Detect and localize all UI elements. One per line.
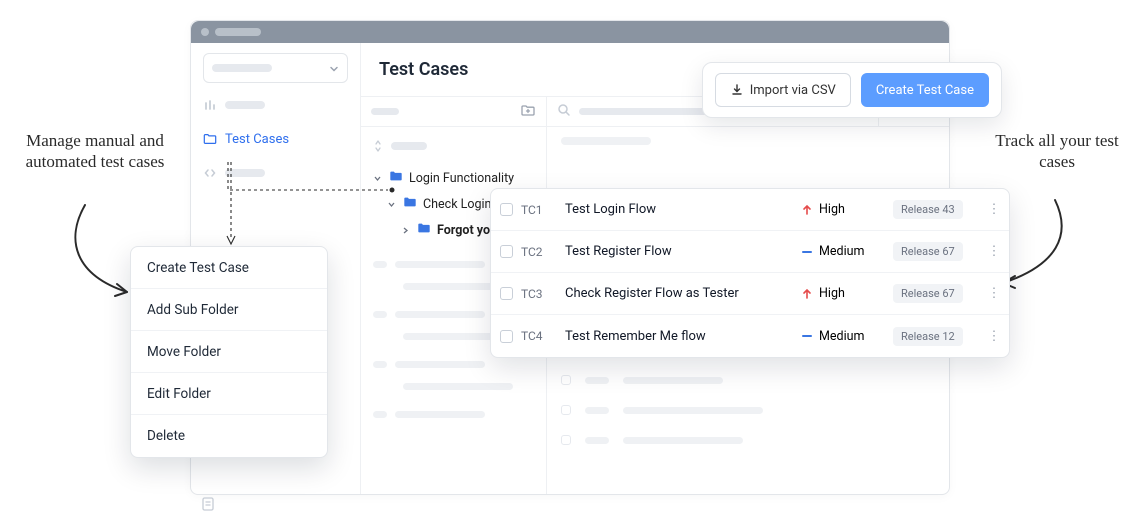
context-menu-item-edit[interactable]: Edit Folder <box>131 373 327 415</box>
window-control-icon <box>201 28 209 36</box>
placeholder <box>391 142 427 150</box>
priority-high-icon <box>801 288 813 300</box>
import-csv-button[interactable]: Import via CSV <box>715 73 851 107</box>
test-case-release: Release 67 <box>893 244 979 259</box>
row-checkbox[interactable] <box>491 287 521 300</box>
folder-icon <box>203 132 217 146</box>
chevron-down-icon <box>373 173 383 183</box>
placeholder <box>561 137 651 145</box>
test-case-id: TC4 <box>521 329 565 343</box>
test-case-id: TC1 <box>521 203 565 217</box>
table-row[interactable]: TC4 Test Remember Me flow Medium Release… <box>491 315 1009 357</box>
row-checkbox[interactable] <box>491 245 521 258</box>
sidebar-item-test-cases[interactable]: Test Cases <box>203 127 348 151</box>
tree-folder-label: Check Login <box>423 197 491 212</box>
placeholder <box>225 169 265 177</box>
folder-icon <box>403 195 417 213</box>
row-checkbox[interactable] <box>491 203 521 216</box>
placeholder <box>579 108 709 115</box>
header-actions-card: Import via CSV Create Test Case <box>702 62 1002 118</box>
table-row[interactable]: TC3 Check Register Flow as Tester High R… <box>491 273 1009 315</box>
code-icon <box>203 166 217 180</box>
search-icon[interactable] <box>557 102 571 121</box>
button-label: Create Test Case <box>876 83 974 98</box>
context-menu-label: Create Test Case <box>147 260 249 276</box>
placeholder <box>225 101 265 109</box>
test-case-priority: High <box>801 286 893 301</box>
row-more-icon[interactable]: ⋮ <box>979 202 1009 217</box>
bars-icon <box>203 98 217 112</box>
folder-icon <box>389 169 403 187</box>
table-row[interactable]: TC1 Test Login Flow High Release 43 ⋮ <box>491 189 1009 231</box>
url-placeholder <box>215 28 261 36</box>
test-case-priority: Medium <box>801 329 893 344</box>
annotation-right: Track all your test cases <box>982 130 1132 173</box>
test-case-id: TC2 <box>521 245 565 259</box>
context-menu-item-delete[interactable]: Delete <box>131 415 327 457</box>
row-more-icon[interactable]: ⋮ <box>979 329 1009 344</box>
workspace-selector[interactable] <box>203 53 348 83</box>
priority-label: High <box>819 286 845 301</box>
tree-sort[interactable] <box>373 135 540 157</box>
sidebar-item-placeholder[interactable] <box>203 93 348 117</box>
test-case-table: TC1 Test Login Flow High Release 43 ⋮ TC… <box>490 188 1010 358</box>
context-menu-label: Delete <box>147 428 185 444</box>
context-menu-label: Edit Folder <box>147 386 211 402</box>
table-row[interactable]: TC2 Test Register Flow Medium Release 67… <box>491 231 1009 273</box>
priority-medium-icon <box>801 330 813 342</box>
tree-folder-label: Login Functionality <box>409 171 514 186</box>
chevron-right-icon <box>401 225 411 235</box>
doc-icon <box>200 496 216 512</box>
placeholder <box>212 64 272 72</box>
test-case-priority: Medium <box>801 244 893 259</box>
create-test-case-button[interactable]: Create Test Case <box>861 73 989 107</box>
priority-label: High <box>819 202 845 217</box>
test-case-release: Release 67 <box>893 286 979 301</box>
context-menu: Create Test Case Add Sub Folder Move Fol… <box>130 246 328 458</box>
page-title: Test Cases <box>379 59 468 80</box>
chevron-down-icon <box>387 199 397 209</box>
placeholder <box>371 108 399 115</box>
priority-label: Medium <box>819 329 864 344</box>
test-case-title: Test Remember Me flow <box>565 329 801 344</box>
context-menu-label: Move Folder <box>147 344 221 360</box>
button-label: Import via CSV <box>750 83 836 98</box>
context-menu-item-create[interactable]: Create Test Case <box>131 247 327 289</box>
row-more-icon[interactable]: ⋮ <box>979 286 1009 301</box>
sidebar-item-label: Test Cases <box>225 132 289 147</box>
browser-chrome <box>191 21 949 43</box>
row-more-icon[interactable]: ⋮ <box>979 244 1009 259</box>
context-menu-item-move[interactable]: Move Folder <box>131 331 327 373</box>
priority-high-icon <box>801 204 813 216</box>
sidebar-item-placeholder[interactable] <box>203 161 348 185</box>
chevron-down-icon <box>329 59 339 78</box>
test-case-title: Test Login Flow <box>565 202 801 217</box>
test-case-id: TC3 <box>521 287 565 301</box>
test-case-title: Test Register Flow <box>565 244 801 259</box>
download-icon <box>730 83 744 97</box>
folder-icon <box>417 221 431 239</box>
priority-medium-icon <box>801 246 813 258</box>
test-case-title: Check Register Flow as Tester <box>565 286 801 301</box>
test-case-release: Release 43 <box>893 202 979 217</box>
context-menu-item-add-sub[interactable]: Add Sub Folder <box>131 289 327 331</box>
test-case-priority: High <box>801 202 893 217</box>
row-checkbox[interactable] <box>491 330 521 343</box>
priority-label: Medium <box>819 244 864 259</box>
new-folder-icon[interactable] <box>520 102 536 122</box>
context-menu-label: Add Sub Folder <box>147 302 238 318</box>
test-case-release: Release 12 <box>893 329 979 344</box>
annotation-left: Manage manual and automated test cases <box>10 130 180 173</box>
